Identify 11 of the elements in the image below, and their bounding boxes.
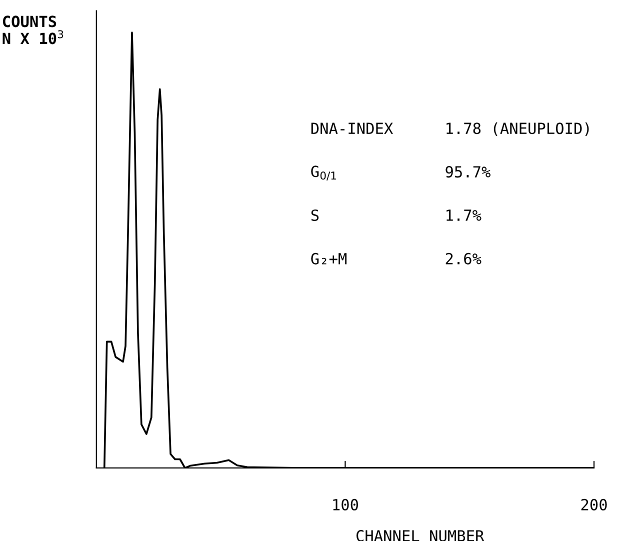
annotation: 95.7% <box>446 166 490 178</box>
annotation: S <box>311 209 319 222</box>
x-tick-label: 200 <box>581 498 607 510</box>
annotation: G₂+M <box>311 252 347 264</box>
x-tick-label: 100 <box>333 498 358 510</box>
annotation: 1.7% <box>446 210 482 221</box>
y-axis-title: COUNTS N X 10$^{3}$ <box>2 16 64 44</box>
annotation: 2.6% <box>446 252 482 264</box>
annotation: DNA-INDEX <box>311 122 394 134</box>
annotation: G$_{0/1}$ <box>311 166 336 180</box>
annotation: 1.78 (ANEUPLOID) <box>446 122 589 136</box>
